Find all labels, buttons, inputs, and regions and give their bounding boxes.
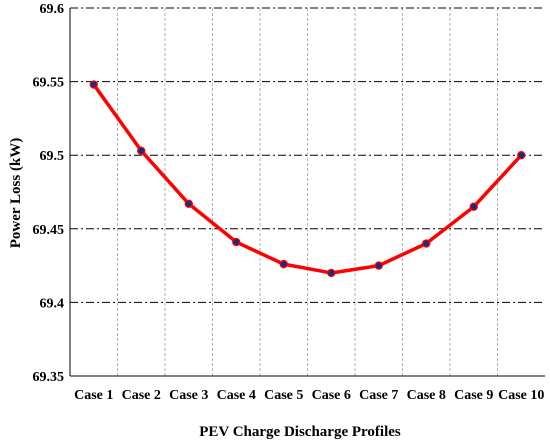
y-tick-label: 69.5 — [40, 149, 65, 164]
x-tick-label: Case 8 — [407, 388, 446, 403]
y-tick-label: 69.45 — [33, 223, 65, 238]
data-point — [517, 150, 526, 160]
data-point — [422, 239, 431, 248]
data-point — [374, 261, 383, 270]
x-tick-label: Case 1 — [74, 388, 113, 403]
tick-labels: 69.35 69.4 69.45 69.5 69.55 69.6 Case 1 Case 2 C… — [33, 2, 545, 403]
y-tick-label: 69.6 — [40, 2, 65, 17]
axes — [69, 8, 545, 377]
x-tick-label: Case 10 — [498, 388, 544, 403]
y-tick-label: 69.55 — [33, 76, 65, 91]
x-tick-label: Case 5 — [264, 388, 303, 403]
x-tick-label: Case 3 — [169, 388, 208, 403]
grid — [70, 7, 545, 376]
series — [89, 80, 526, 278]
x-tick-label: Case 6 — [312, 388, 351, 403]
x-tick-label: Case 4 — [217, 388, 256, 403]
data-point — [89, 80, 98, 89]
x-tick-label: Case 7 — [359, 388, 398, 403]
data-point — [469, 202, 478, 211]
x-axis-title: PEV Charge Discharge Profiles — [199, 424, 401, 440]
data-point — [184, 199, 193, 208]
y-tick-label: 69.4 — [40, 296, 65, 311]
x-tick-label: Case 9 — [454, 388, 493, 403]
data-point — [137, 146, 146, 155]
data-point — [279, 259, 288, 269]
y-tick-label: 69.35 — [33, 370, 65, 385]
data-point — [232, 237, 241, 247]
data-point — [327, 268, 336, 278]
y-axis-title: Power Loss (kW) — [8, 138, 24, 249]
x-tick-label: Case 2 — [122, 388, 161, 403]
series-line — [92, 82, 523, 275]
